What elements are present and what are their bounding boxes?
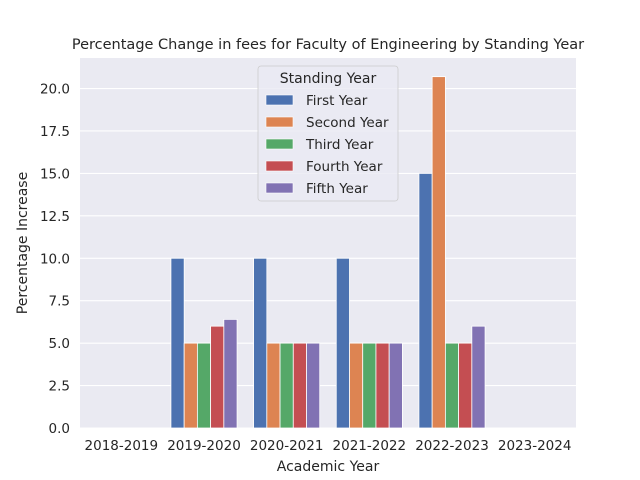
bar <box>458 342 473 429</box>
y-axis-ticks: 0.0 2.5 5.0 7.5 10.0 12.5 15.0 17.5 20.0 <box>40 82 70 437</box>
y-tick-label: 15.0 <box>40 166 70 182</box>
x-tick-label: 2022-2023 <box>415 438 489 454</box>
bar <box>431 76 446 429</box>
grid-lines <box>80 88 576 429</box>
bar <box>266 342 281 429</box>
x-axis-ticks: 2018-2019 2019-2020 2020-2021 2021-2022 2022… <box>85 438 572 454</box>
bar <box>349 342 364 429</box>
bar <box>253 257 268 429</box>
x-tick-label: 2020-2021 <box>250 438 324 454</box>
legend-label: Fourth Year <box>306 159 383 175</box>
chart-title: Percentage Change in fees for Faculty of… <box>72 37 584 53</box>
y-tick-label: 7.5 <box>49 294 70 310</box>
legend-swatch <box>265 160 294 172</box>
legend-swatch <box>265 182 294 194</box>
bar <box>418 173 433 429</box>
bar <box>223 318 238 429</box>
y-tick-label: 20.0 <box>40 82 70 98</box>
bar <box>335 257 350 429</box>
y-tick-label: 12.5 <box>40 209 70 225</box>
x-tick-label: 2019-2020 <box>167 438 241 454</box>
legend: Standing Year First Year Second Year Third… <box>257 65 399 202</box>
bar <box>471 325 486 429</box>
bar <box>170 257 185 429</box>
bar <box>292 342 307 429</box>
y-tick-label: 10.0 <box>40 251 70 267</box>
x-tick-label: 2018-2019 <box>85 438 159 454</box>
y-tick-label: 5.0 <box>49 336 70 352</box>
y-tick-label: 0.0 <box>49 421 70 437</box>
bar <box>306 342 321 429</box>
bar <box>375 342 390 429</box>
bar <box>388 342 403 429</box>
legend-label: Second Year <box>306 115 389 131</box>
y-tick-label: 2.5 <box>49 379 70 395</box>
x-tick-label: 2021-2022 <box>333 438 407 454</box>
x-axis-label: Academic Year <box>277 459 380 475</box>
legend-title: Standing Year <box>280 71 377 87</box>
y-tick-label: 17.5 <box>40 124 70 140</box>
legend-label: First Year <box>306 93 368 109</box>
bar <box>196 342 212 429</box>
legend-swatch <box>265 116 294 128</box>
bars <box>170 76 486 429</box>
y-axis-label: Percentage Increase <box>15 172 31 314</box>
legend-label: Third Year <box>305 137 374 153</box>
legend-swatch <box>265 138 294 150</box>
bar <box>279 342 294 429</box>
bar <box>444 342 460 429</box>
bar <box>362 342 377 429</box>
legend-label: Fifth Year <box>306 181 368 197</box>
bar <box>183 342 198 429</box>
bar <box>210 325 225 429</box>
x-tick-label: 2023-2024 <box>498 438 572 454</box>
legend-swatch <box>265 94 294 106</box>
